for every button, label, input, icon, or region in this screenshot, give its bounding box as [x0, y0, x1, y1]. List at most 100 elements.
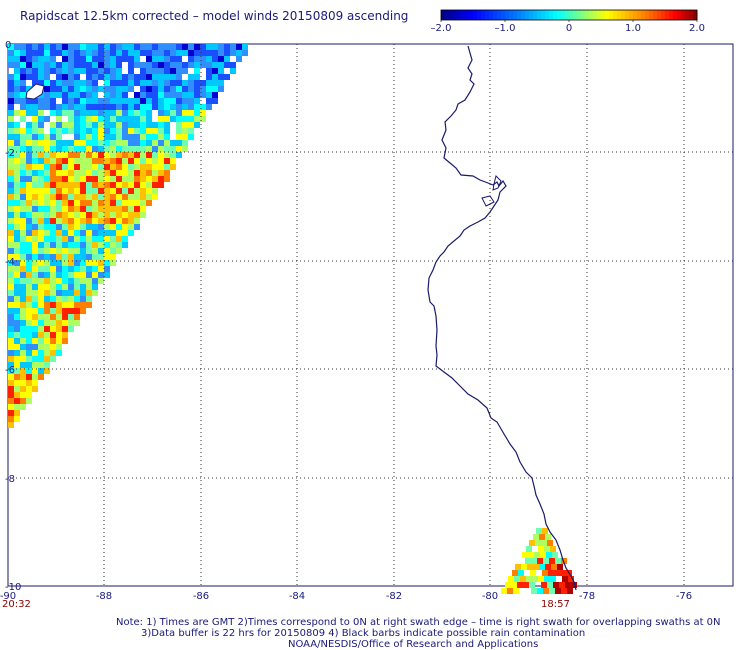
- wind-cell: [86, 290, 92, 296]
- wind-cell: [122, 50, 128, 56]
- wind-cell: [146, 116, 152, 122]
- wind-cell: [14, 242, 20, 248]
- wind-cell: [122, 80, 128, 86]
- wind-cell: [104, 86, 110, 92]
- wind-cell: [104, 128, 110, 134]
- wind-cell: [8, 326, 14, 332]
- wind-cell: [68, 152, 74, 158]
- wind-cell: [152, 68, 158, 74]
- wind-cell: [44, 188, 50, 194]
- wind-cell: [14, 110, 20, 116]
- wind-cell: [567, 588, 573, 594]
- wind-cell: [122, 182, 128, 188]
- wind-cell: [62, 122, 68, 128]
- wind-cell: [224, 62, 230, 68]
- wind-cell: [62, 110, 68, 116]
- wind-cell: [164, 152, 170, 158]
- wind-cell: [140, 146, 146, 152]
- wind-cell: [62, 302, 68, 308]
- wind-cell: [146, 110, 152, 116]
- wind-cell: [68, 122, 74, 128]
- wind-cell: [38, 182, 44, 188]
- wind-cell: [44, 278, 50, 284]
- wind-cell: [532, 576, 538, 582]
- wind-cell: [110, 206, 116, 212]
- wind-cell: [182, 50, 188, 56]
- wind-cell: [44, 170, 50, 176]
- wind-cell: [116, 188, 122, 194]
- wind-cell: [56, 254, 62, 260]
- wind-cell: [176, 80, 182, 86]
- wind-cell: [62, 242, 68, 248]
- wind-cell: [86, 122, 92, 128]
- wind-cell: [122, 122, 128, 128]
- wind-cell: [50, 176, 56, 182]
- wind-cell: [212, 86, 218, 92]
- wind-cell: [206, 98, 212, 104]
- wind-cell: [140, 116, 146, 122]
- wind-cell: [116, 122, 122, 128]
- wind-cell: [531, 558, 537, 564]
- wind-cell: [68, 110, 74, 116]
- wind-cell: [14, 200, 20, 206]
- wind-cell: [44, 74, 50, 80]
- wind-cell: [116, 152, 122, 158]
- wind-cell: [170, 80, 176, 86]
- wind-cell: [116, 230, 122, 236]
- wind-cell: [122, 128, 128, 134]
- wind-cell: [50, 332, 56, 338]
- wind-cell: [62, 176, 68, 182]
- wind-cell: [122, 158, 128, 164]
- wind-cell: [158, 152, 164, 158]
- wind-cell: [62, 260, 68, 266]
- lon-tick-label: -84: [289, 591, 305, 602]
- wind-cell: [74, 308, 80, 314]
- wind-cell: [62, 272, 68, 278]
- wind-cell: [32, 188, 38, 194]
- wind-cell: [44, 200, 50, 206]
- wind-cell: [116, 158, 122, 164]
- wind-cell: [530, 570, 536, 576]
- wind-cell: [62, 212, 68, 218]
- lat-tick-label: -6: [5, 365, 15, 376]
- wind-cell: [14, 266, 20, 272]
- wind-cell: [8, 416, 14, 422]
- wind-cell: [122, 164, 128, 170]
- wind-cell: [50, 248, 56, 254]
- wind-cell: [146, 44, 152, 50]
- wind-cell: [170, 146, 176, 152]
- wind-cell: [80, 230, 86, 236]
- wind-cell: [188, 44, 194, 50]
- wind-cell: [140, 104, 146, 110]
- wind-cell: [122, 104, 128, 110]
- wind-cell: [98, 68, 104, 74]
- wind-cell: [194, 56, 200, 62]
- wind-cell: [86, 176, 92, 182]
- wind-cell: [44, 92, 50, 98]
- wind-cell: [32, 98, 38, 104]
- wind-cell: [212, 68, 218, 74]
- wind-cell: [152, 146, 158, 152]
- wind-cell: [104, 80, 110, 86]
- wind-cell: [194, 44, 200, 50]
- wind-cell: [170, 140, 176, 146]
- wind-cell: [128, 44, 134, 50]
- wind-cell: [26, 290, 32, 296]
- wind-cell: [8, 404, 14, 410]
- wind-cell: [92, 44, 98, 50]
- wind-cell: [170, 164, 176, 170]
- wind-cell: [164, 140, 170, 146]
- wind-cell: [26, 74, 32, 80]
- wind-cell: [44, 134, 50, 140]
- colorbar-swatch: [613, 10, 618, 20]
- wind-cell: [128, 212, 134, 218]
- wind-cell: [230, 68, 236, 74]
- wind-cell: [559, 582, 565, 588]
- wind-cell: [56, 68, 62, 74]
- wind-cell: [98, 194, 104, 200]
- wind-cell: [56, 308, 62, 314]
- wind-cell: [146, 140, 152, 146]
- wind-cell: [200, 104, 206, 110]
- wind-cell: [116, 86, 122, 92]
- wind-cell: [152, 104, 158, 110]
